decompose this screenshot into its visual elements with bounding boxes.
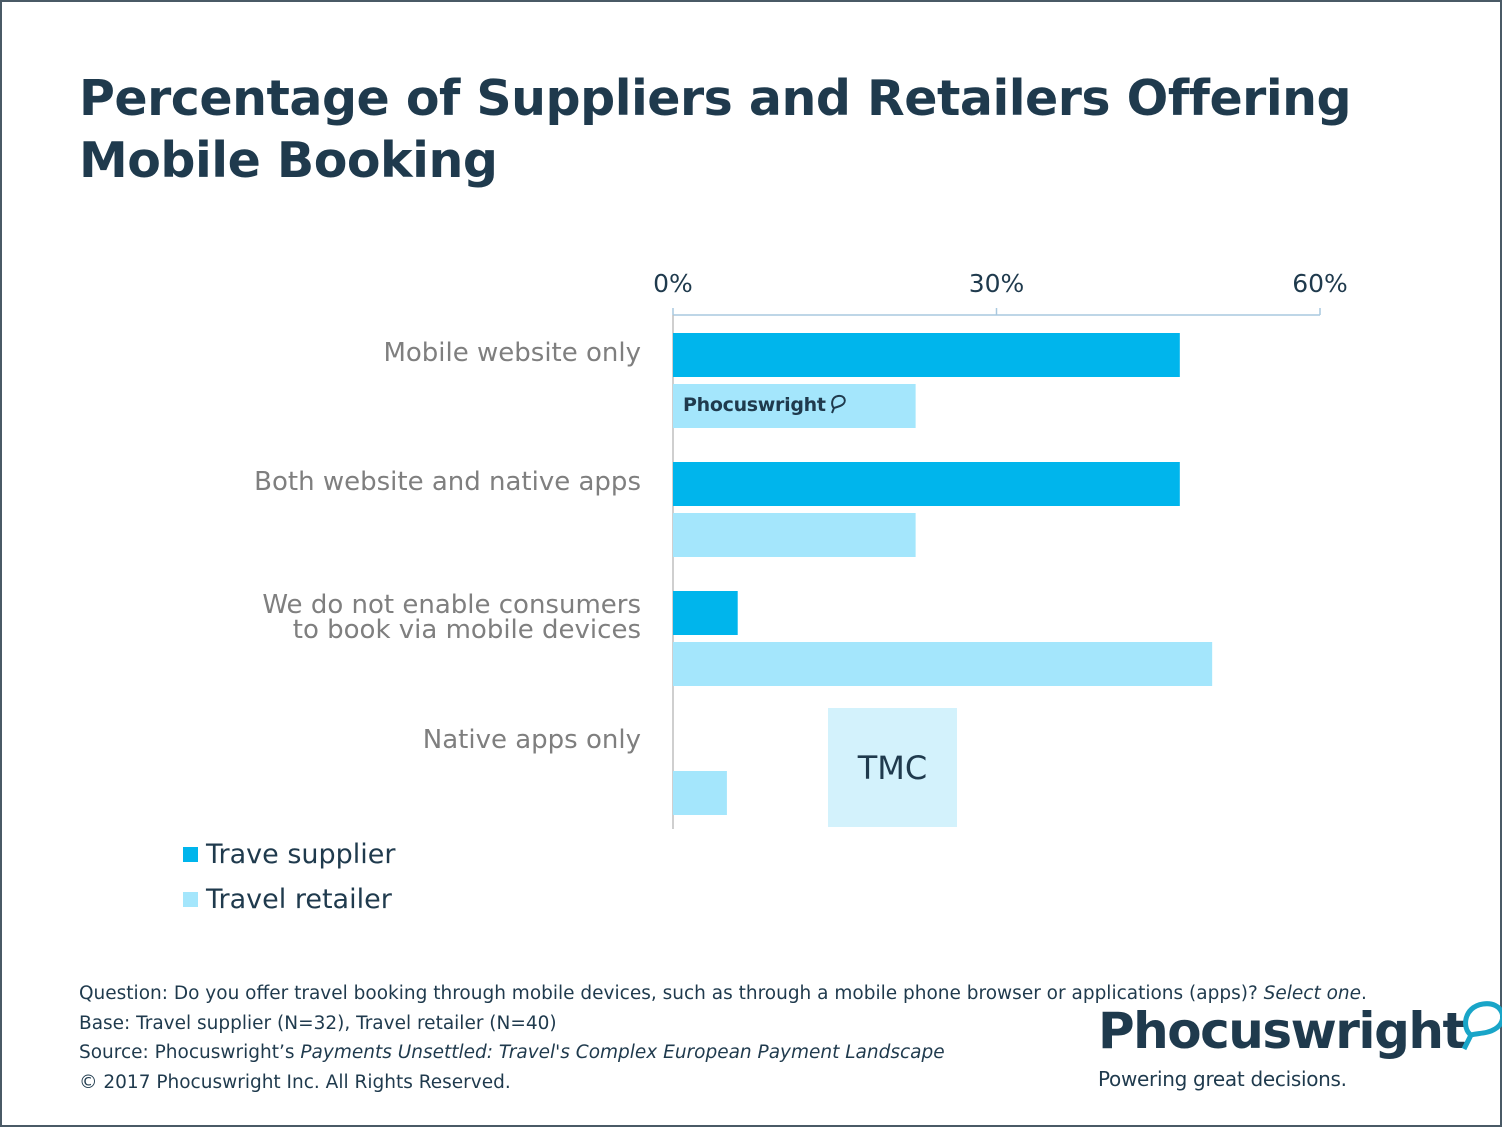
category-label: Native apps only xyxy=(423,725,641,755)
legend-item-retailer: Travel retailer xyxy=(183,877,396,922)
category-label: to book via mobile devices xyxy=(293,615,641,645)
bar-supplier xyxy=(673,591,738,635)
question-note: Question: Do you offer travel booking th… xyxy=(79,979,1367,1009)
source-note: Source: Phocuswright’s Payments Unsettle… xyxy=(79,1038,1367,1068)
footnotes: Question: Do you offer travel booking th… xyxy=(79,979,1367,1097)
question-end: . xyxy=(1361,983,1367,1004)
x-tick-label: 60% xyxy=(1292,269,1348,298)
bar-retailer xyxy=(673,771,727,815)
logo-word-text: Phocuswright xyxy=(1098,1002,1466,1060)
legend-label-retailer: Travel retailer xyxy=(206,884,392,915)
bar-retailer xyxy=(673,384,916,428)
source-italic: Payments Unsettled: Travel's Complex Eur… xyxy=(300,1042,945,1063)
legend-label-supplier: Trave supplier xyxy=(206,839,396,870)
logo-speech-bubble-icon xyxy=(1461,1001,1502,1051)
phocuswright-logo: Phocuswright Powering great decisions. xyxy=(1098,1001,1502,1091)
bar-watermark-logo: Phocuswright xyxy=(683,394,848,416)
source-text: Source: Phocuswright’s xyxy=(79,1042,301,1063)
bar-retailer xyxy=(673,513,916,557)
legend: Trave supplier Travel retailer xyxy=(183,832,396,922)
speech-bubble-icon xyxy=(831,394,846,414)
legend-swatch-supplier xyxy=(183,847,198,862)
bar-watermark-text: Phocuswright xyxy=(683,394,826,416)
legend-item-supplier: Trave supplier xyxy=(183,832,396,877)
bar-supplier xyxy=(673,462,1180,506)
category-label: Both website and native apps xyxy=(254,467,641,497)
question-text: Question: Do you offer travel booking th… xyxy=(79,983,1264,1004)
bar-supplier xyxy=(673,333,1180,377)
question-italic: Select one xyxy=(1263,983,1362,1004)
logo-tagline: Powering great decisions. xyxy=(1098,1067,1347,1091)
logo-wordmark: Phocuswright xyxy=(1098,1001,1502,1060)
category-label: Mobile website only xyxy=(383,338,641,368)
x-tick-label: 30% xyxy=(969,269,1025,298)
chart-title: Percentage of Suppliers and Retailers Of… xyxy=(79,70,1352,189)
legend-swatch-retailer xyxy=(183,892,198,907)
tmc-label: TMC xyxy=(857,748,928,787)
copyright-note: © 2017 Phocuswright Inc. All Rights Rese… xyxy=(79,1071,511,1093)
x-tick-label: 0% xyxy=(653,269,693,298)
category-label: We do not enable consumers xyxy=(262,590,641,620)
bar-retailer xyxy=(673,642,1213,686)
tmc-overlay-box: TMC xyxy=(828,708,957,827)
base-note: Base: Travel supplier (N=32), Travel ret… xyxy=(79,1012,557,1034)
